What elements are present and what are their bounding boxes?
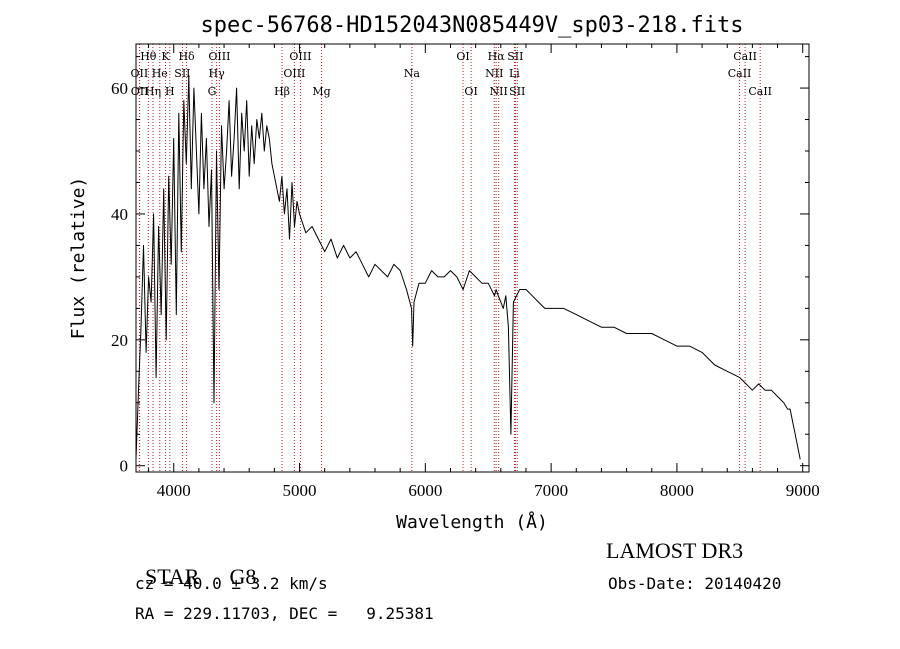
line-label-12: Hβ: [274, 85, 290, 98]
y-tick-label-1: 20: [111, 331, 128, 350]
y-tick-label-3: 60: [111, 79, 128, 98]
line-label-4: Hη: [145, 85, 161, 98]
series-layer: [135, 75, 801, 460]
line-label-27: CaII: [748, 85, 772, 98]
line-label-18: OI: [464, 85, 477, 98]
line-label-15: Mg: [312, 85, 330, 98]
obs-date: Obs-Date: 20140420: [608, 574, 782, 593]
x-tick-label-5: 9000: [786, 481, 820, 500]
line-label-16: Na: [404, 67, 421, 80]
line-label-7: SII: [174, 67, 190, 80]
line-label-25: CaII: [733, 50, 757, 63]
line-label-1: OII: [131, 67, 149, 80]
line-label-14: OIII: [283, 67, 305, 80]
series-line-flux: [135, 75, 801, 460]
line-label-0: Hθ: [140, 50, 157, 63]
line-label-11: G: [208, 85, 217, 98]
survey-label: LAMOST DR3: [606, 538, 744, 563]
line-label-22: SII: [507, 50, 523, 63]
line-label-3: He: [152, 67, 168, 80]
object-class: STAR G8: [134, 538, 256, 590]
y-axis-label: Flux (relative): [68, 177, 89, 340]
x-tick-label-1: 5000: [283, 481, 317, 500]
line-label-21: NII: [490, 85, 508, 98]
line-label-26: CaII: [728, 67, 752, 80]
line-label-20: NII: [485, 67, 503, 80]
line-label-24: SII: [509, 85, 525, 98]
line-label-13: OIII: [289, 50, 311, 63]
line-label-10: Hγ: [209, 67, 226, 80]
line-label-23: Li: [509, 67, 520, 80]
line-label-9: OIII: [208, 50, 230, 63]
y-tick-label-2: 40: [111, 205, 128, 224]
axis-ticks: 4000 5000 6000 7000 8000 9000 0 20 40 60: [111, 44, 820, 500]
x-axis-label: Wavelength (Å): [396, 511, 548, 533]
line-label-8: Hδ: [178, 50, 195, 63]
x-tick-label-4: 8000: [660, 481, 694, 500]
spectral-line-markers: [138, 44, 761, 472]
line-label-6: H: [165, 85, 175, 98]
class-label: STAR: [145, 564, 200, 589]
chart-title: spec-56768-HD152043N085449V_sp03-218.fit…: [200, 13, 743, 38]
line-label-5: K: [161, 50, 170, 63]
coordinates: RA = 229.11703, DEC = 9.25381: [135, 604, 434, 623]
line-label-19: Hα: [488, 50, 506, 63]
spectrum-plot: spec-56768-HD152043N085449V_sp03-218.fit…: [68, 13, 820, 533]
redshift-value: cz = 40.0 ± 3.2 km/s: [135, 574, 328, 593]
y-tick-label-0: 0: [120, 457, 129, 476]
subclass-label: G8: [229, 564, 257, 589]
x-tick-label-0: 4000: [157, 481, 191, 500]
x-tick-label-3: 7000: [534, 481, 568, 500]
line-label-17: OI: [456, 50, 469, 63]
plot-frame: [135, 43, 810, 473]
x-tick-label-2: 6000: [408, 481, 442, 500]
